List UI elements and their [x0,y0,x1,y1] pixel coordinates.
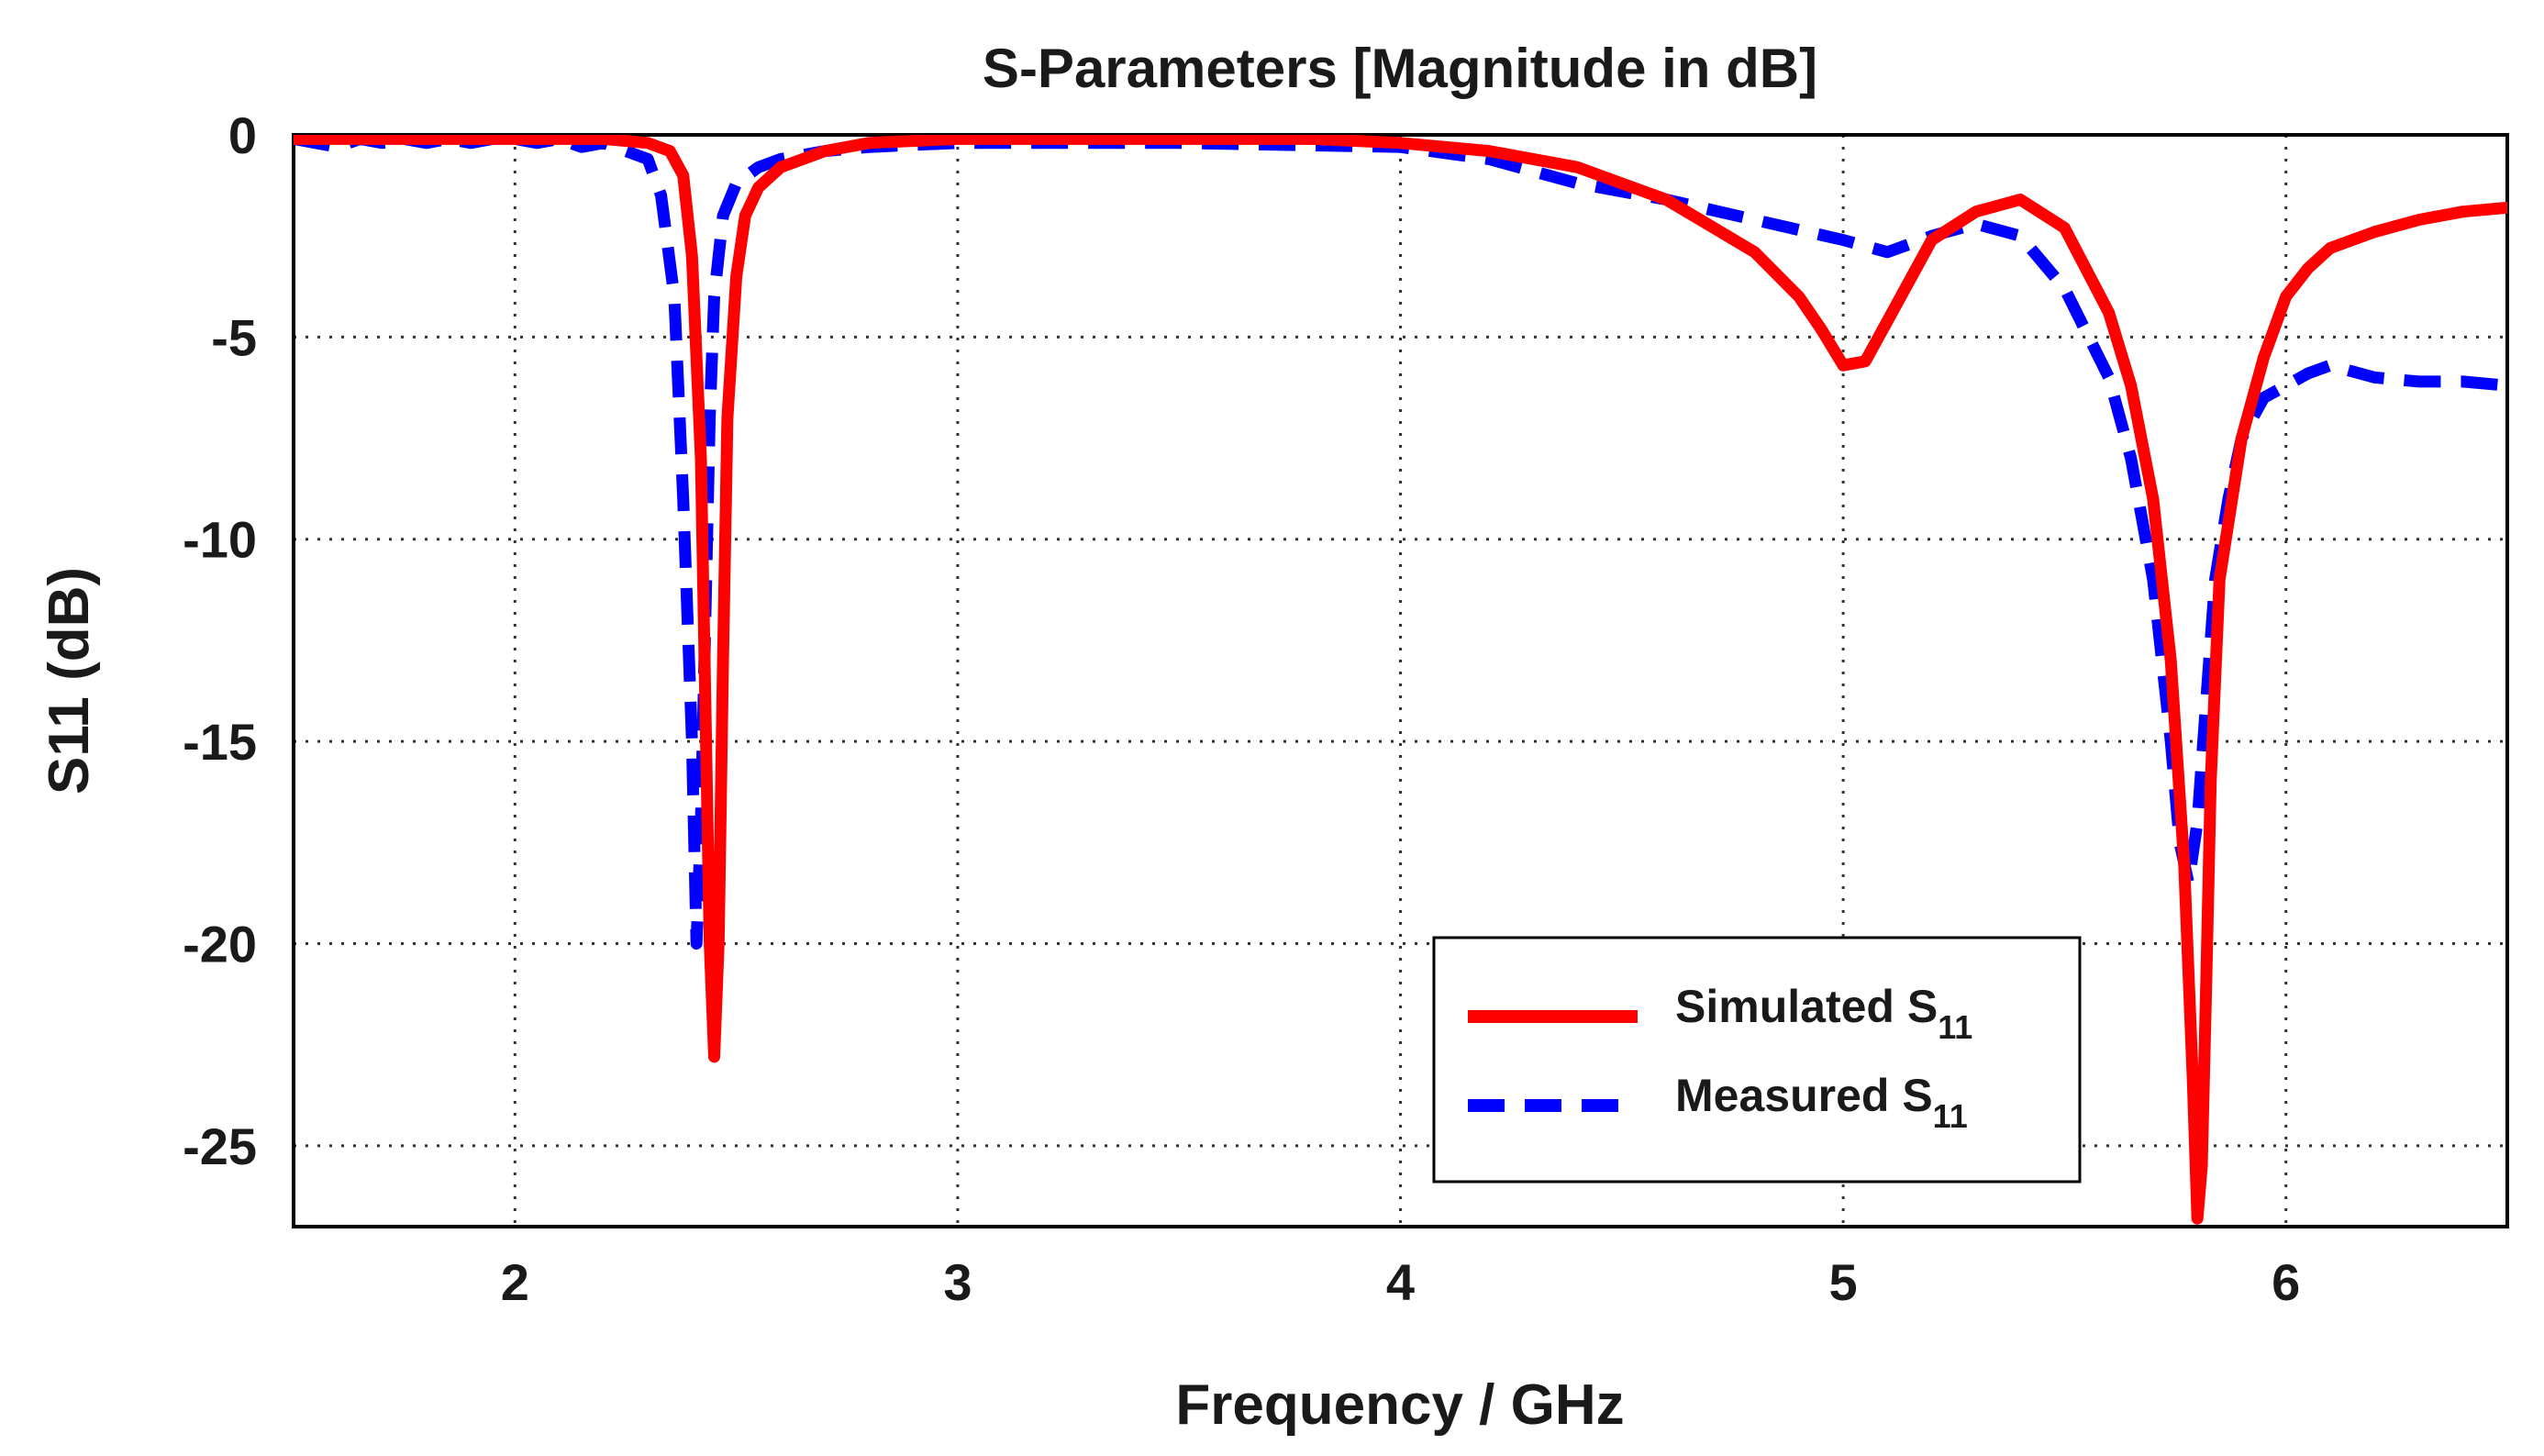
series-layer [294,135,2507,1225]
y-tick-label: -10 [183,511,257,569]
series-line-simulated [294,135,2507,1225]
plot-frame [292,133,2509,1228]
legend-label-simulated: Simulated S11 [1675,981,1972,1046]
x-tick-label: 4 [1386,1253,1415,1311]
x-tick-label: 5 [1829,1253,1858,1311]
y-axis-label: S11 (dB) [38,567,101,795]
legend: Simulated S11 Measured S11 [1432,936,2082,1184]
legend-label-measured: Measured S11 [1675,1070,1968,1135]
x-tick-label: 3 [943,1253,972,1311]
y-tick-label: -5 [211,308,257,366]
x-tick-label: 2 [501,1253,529,1311]
y-tick-label: 0 [228,106,257,164]
tick-labels: 2 3 4 5 6 0 -5 -10 -15 -20 -25 [183,106,2300,1311]
y-tick-label: -25 [183,1117,257,1175]
x-tick-label: 6 [2272,1253,2300,1311]
y-tick-label: -20 [183,915,257,973]
legend-box [1432,936,2082,1184]
chart-title: S-Parameters [Magnitude in dB] [983,38,1817,99]
y-tick-label: -15 [183,713,257,771]
x-axis-label: Frequency / GHz [1175,1373,1624,1437]
